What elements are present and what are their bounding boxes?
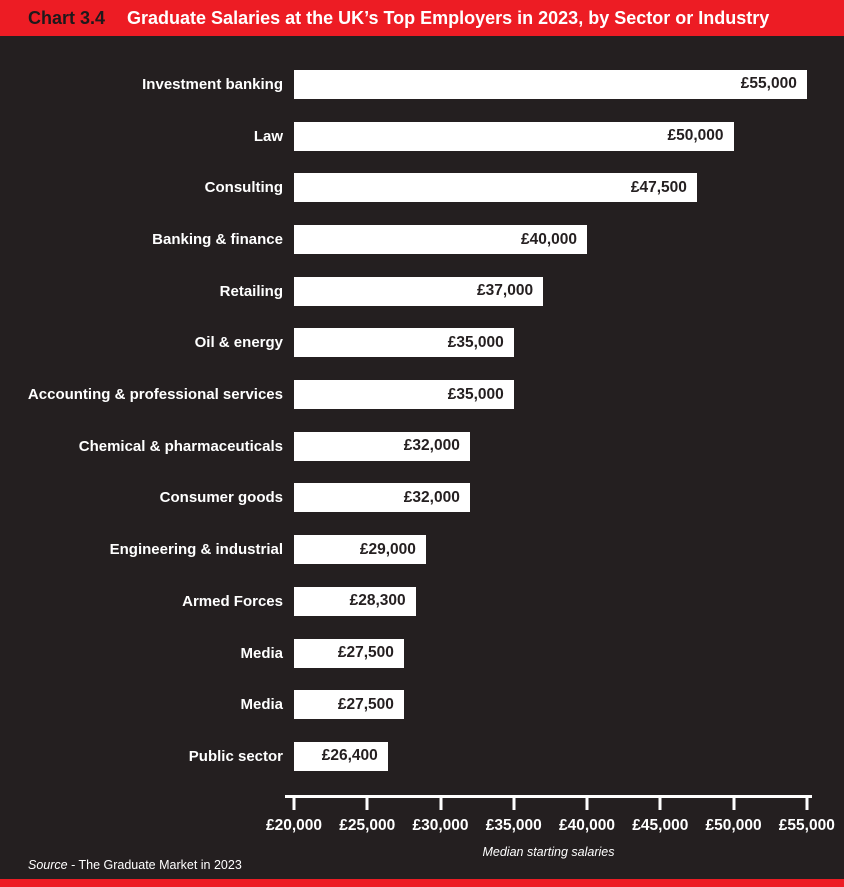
source-note: Source - The Graduate Market in 2023 — [28, 858, 242, 872]
axis-tick — [585, 797, 589, 811]
bar: £37,000 — [294, 276, 544, 306]
bar-row: Retailing £37,000 — [0, 265, 844, 317]
bar: £26,400 — [294, 741, 388, 771]
bar-row: Chemical & pharmaceuticals £32,000 — [0, 420, 844, 472]
bar-value-label: £35,000 — [447, 333, 504, 351]
bar: £35,000 — [294, 380, 514, 410]
bar-value-label: £26,400 — [321, 747, 378, 765]
bar-row: Engineering & industrial £29,000 — [0, 524, 844, 576]
bar: £40,000 — [294, 225, 588, 254]
axis-tick — [439, 797, 443, 811]
bar-value-label: £35,000 — [447, 385, 504, 403]
bar-row: Media £27,500 — [0, 679, 844, 731]
axis-tick-label: £20,000 — [265, 817, 323, 835]
axis-tick — [292, 797, 296, 811]
bar-value-label: £47,500 — [630, 178, 687, 196]
chart-header: Chart 3.4 Graduate Salaries at the UK’s … — [0, 0, 844, 36]
bar: £55,000 — [294, 69, 807, 99]
category-label: Law — [253, 127, 283, 145]
bar: £27,500 — [294, 638, 404, 668]
bar-value-label: £32,000 — [403, 437, 460, 455]
bar: £50,000 — [294, 121, 734, 151]
category-label: Chemical & pharmaceuticals — [78, 437, 283, 455]
axis-tick — [732, 797, 736, 811]
axis-tick — [805, 797, 809, 811]
bar-row: Accounting & professional services £35,0… — [0, 369, 844, 421]
bar: £32,000 — [294, 431, 470, 461]
category-label: Armed Forces — [182, 592, 283, 610]
bar-value-label: £27,500 — [337, 695, 394, 713]
bar-row: Law £50,000 — [0, 110, 844, 162]
axis-tick-label: £50,000 — [705, 817, 762, 835]
source-label: Source — [28, 858, 68, 872]
bar: £28,300 — [294, 586, 416, 616]
category-label: Media — [240, 696, 283, 714]
bar-row: Public sector £26,400 — [0, 731, 844, 783]
category-label: Retailing — [219, 282, 283, 300]
bar-value-label: £55,000 — [740, 75, 797, 93]
bar: £47,500 — [294, 173, 697, 203]
bar-chart: Investment banking £55,000 Law £50,000 C… — [0, 59, 844, 783]
page-title: Graduate Salaries at the UK’s Top Employ… — [127, 7, 770, 28]
axis-tick — [512, 797, 516, 811]
axis-tick-label: £40,000 — [559, 817, 616, 835]
axis-tick-label: £25,000 — [339, 817, 396, 835]
axis-tick-label: £30,000 — [412, 817, 469, 835]
category-label: Media — [240, 644, 283, 662]
category-label: Banking & finance — [152, 231, 283, 248]
category-label: Engineering & industrial — [109, 541, 283, 559]
bar-row: Oil & energy £35,000 — [0, 317, 844, 369]
bar-value-label: £32,000 — [403, 488, 460, 506]
x-axis-line — [285, 795, 812, 799]
category-label: Consulting — [204, 179, 283, 197]
source-text: - The Graduate Market in 2023 — [67, 858, 242, 872]
bar: £27,500 — [294, 690, 404, 720]
bar: £35,000 — [294, 328, 514, 358]
bar-row: Consulting £47,500 — [0, 162, 844, 214]
category-label: Accounting & professional services — [27, 386, 283, 404]
bar-value-label: £50,000 — [667, 127, 724, 145]
bar-value-label: £40,000 — [521, 230, 578, 248]
bar-row: Investment banking £55,000 — [0, 59, 844, 111]
axis-tick-label: £45,000 — [632, 817, 689, 835]
bar-row: Armed Forces £28,300 — [0, 575, 844, 627]
bottom-accent-bar — [0, 879, 844, 887]
category-label: Investment banking — [142, 75, 283, 93]
bar: £29,000 — [294, 535, 426, 565]
axis-tick — [658, 797, 662, 811]
axis-tick-label: £35,000 — [485, 817, 542, 835]
bar: £32,000 — [294, 483, 470, 513]
bar-value-label: £29,000 — [359, 540, 416, 558]
chart-number: Chart 3.4 — [28, 7, 106, 28]
bar-value-label: £27,500 — [337, 644, 394, 661]
category-label: Public sector — [188, 747, 283, 765]
category-label: Consumer goods — [159, 489, 283, 507]
axis-tick — [365, 797, 369, 811]
bar-value-label: £37,000 — [477, 282, 534, 300]
x-axis-label: Median starting salaries — [482, 845, 615, 860]
bar-row: Banking & finance £40,000 — [0, 214, 844, 266]
bar-row: Consumer goods £32,000 — [0, 472, 844, 524]
x-axis: £20,000 £25,000 £30,000 £35,000 £40,000 £45,0… — [266, 793, 835, 873]
bar-value-label: £28,300 — [349, 592, 406, 610]
category-label: Oil & energy — [194, 334, 283, 352]
axis-tick-label: £55,000 — [778, 817, 835, 835]
bar-row: Media £27,500 — [0, 627, 844, 679]
